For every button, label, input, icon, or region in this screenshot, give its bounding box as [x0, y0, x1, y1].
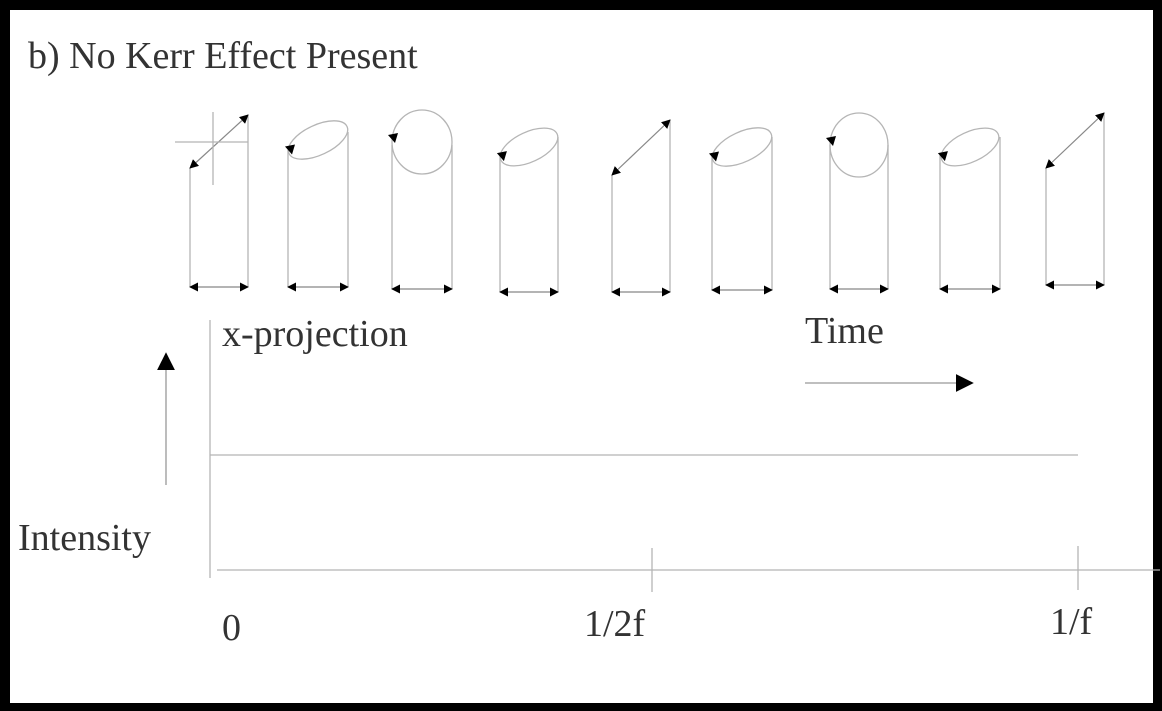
diagram: b) No Kerr Effect Present x-projection T… — [0, 0, 1162, 711]
x-projection-label: x-projection — [222, 313, 408, 355]
title: b) No Kerr Effect Present — [28, 35, 418, 77]
glyph-arrowhead — [709, 152, 719, 162]
glyph-polarization — [1046, 113, 1104, 168]
glyph-arrowhead — [388, 133, 398, 143]
tick-label: 1/f — [1050, 601, 1093, 643]
time-label: Time — [805, 310, 884, 352]
tick-label: 1/2f — [584, 603, 646, 645]
polarization-glyphs — [175, 110, 1104, 292]
frame — [5, 5, 1158, 708]
glyph-polarization — [495, 120, 564, 173]
glyph-polarization — [392, 110, 452, 174]
glyph-polarization — [707, 120, 778, 174]
glyph-polarization — [612, 120, 670, 175]
glyph-arrowhead — [826, 136, 836, 146]
glyph-polarization — [936, 120, 1005, 173]
tick-label: 0 — [222, 607, 241, 649]
glyph-arrowhead — [497, 151, 507, 161]
intensity-label: Intensity — [18, 517, 151, 559]
glyph-polarization — [283, 113, 354, 167]
glyph-polarization — [830, 113, 888, 177]
glyph-arrowhead — [285, 145, 295, 155]
